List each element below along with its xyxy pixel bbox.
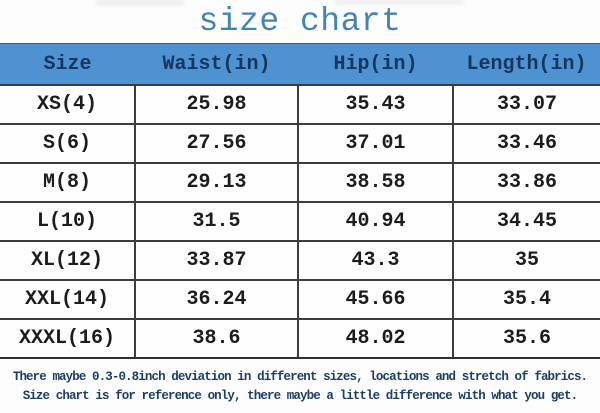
size-table: Size Waist(in) Hip(in) Length(in) XS(4) … <box>0 43 600 359</box>
waist-cell: 33.87 <box>134 241 298 281</box>
disclaimer: There maybe 0.3-0.8inch deviation in dif… <box>0 359 600 406</box>
header-row: Size Waist(in) Hip(in) Length(in) <box>0 43 600 86</box>
size-cell: L(10) <box>0 202 135 242</box>
table-row: S(6) 27.56 37.01 33.46 <box>0 124 600 164</box>
table-row: XXXL(16) 38.6 48.02 35.6 <box>0 319 600 359</box>
col-header-length: Length(in) <box>453 43 600 86</box>
length-cell: 33.46 <box>452 124 600 164</box>
size-cell: M(8) <box>0 163 135 203</box>
length-cell: 33.86 <box>452 163 600 203</box>
waist-cell: 29.13 <box>134 163 298 203</box>
size-cell: XXL(14) <box>0 280 135 320</box>
table-row: L(10) 31.5 40.94 34.45 <box>0 202 600 242</box>
page-title: size chart <box>198 3 402 40</box>
size-cell: XXXL(16) <box>0 319 135 359</box>
hip-cell: 43.3 <box>297 241 453 281</box>
col-header-hip: Hip(in) <box>298 43 453 86</box>
table-row: M(8) 29.13 38.58 33.86 <box>0 163 600 203</box>
waist-cell: 31.5 <box>134 202 298 242</box>
length-cell: 35.4 <box>452 280 600 320</box>
hip-cell: 35.43 <box>297 85 453 125</box>
hip-cell: 45.66 <box>297 280 453 320</box>
hip-cell: 48.02 <box>297 319 453 359</box>
waist-cell: 36.24 <box>134 280 298 320</box>
top-artifact-smudge <box>96 0 184 5</box>
waist-cell: 38.6 <box>134 319 298 359</box>
table-row: XXL(14) 36.24 45.66 35.4 <box>0 280 600 320</box>
table-row: XS(4) 25.98 35.43 33.07 <box>0 85 600 125</box>
waist-cell: 25.98 <box>134 85 298 125</box>
size-cell: S(6) <box>0 124 135 164</box>
disclaimer-line-1: There maybe 0.3-0.8inch deviation in dif… <box>12 370 588 384</box>
col-header-waist: Waist(in) <box>135 43 298 86</box>
col-header-size: Size <box>0 43 135 86</box>
waist-cell: 27.56 <box>134 124 298 164</box>
hip-cell: 37.01 <box>297 124 453 164</box>
size-cell: XL(12) <box>0 241 135 281</box>
size-cell: XS(4) <box>0 85 135 125</box>
hip-cell: 40.94 <box>297 202 453 242</box>
length-cell: 34.45 <box>452 202 600 242</box>
length-cell: 35.6 <box>452 319 600 359</box>
table-row: XL(12) 33.87 43.3 35 <box>0 241 600 281</box>
hip-cell: 38.58 <box>297 163 453 203</box>
top-artifact-smudge <box>334 0 464 4</box>
disclaimer-line-2: Size chart is for reference only, there … <box>22 389 578 403</box>
length-cell: 33.07 <box>452 85 600 125</box>
length-cell: 35 <box>452 241 600 281</box>
